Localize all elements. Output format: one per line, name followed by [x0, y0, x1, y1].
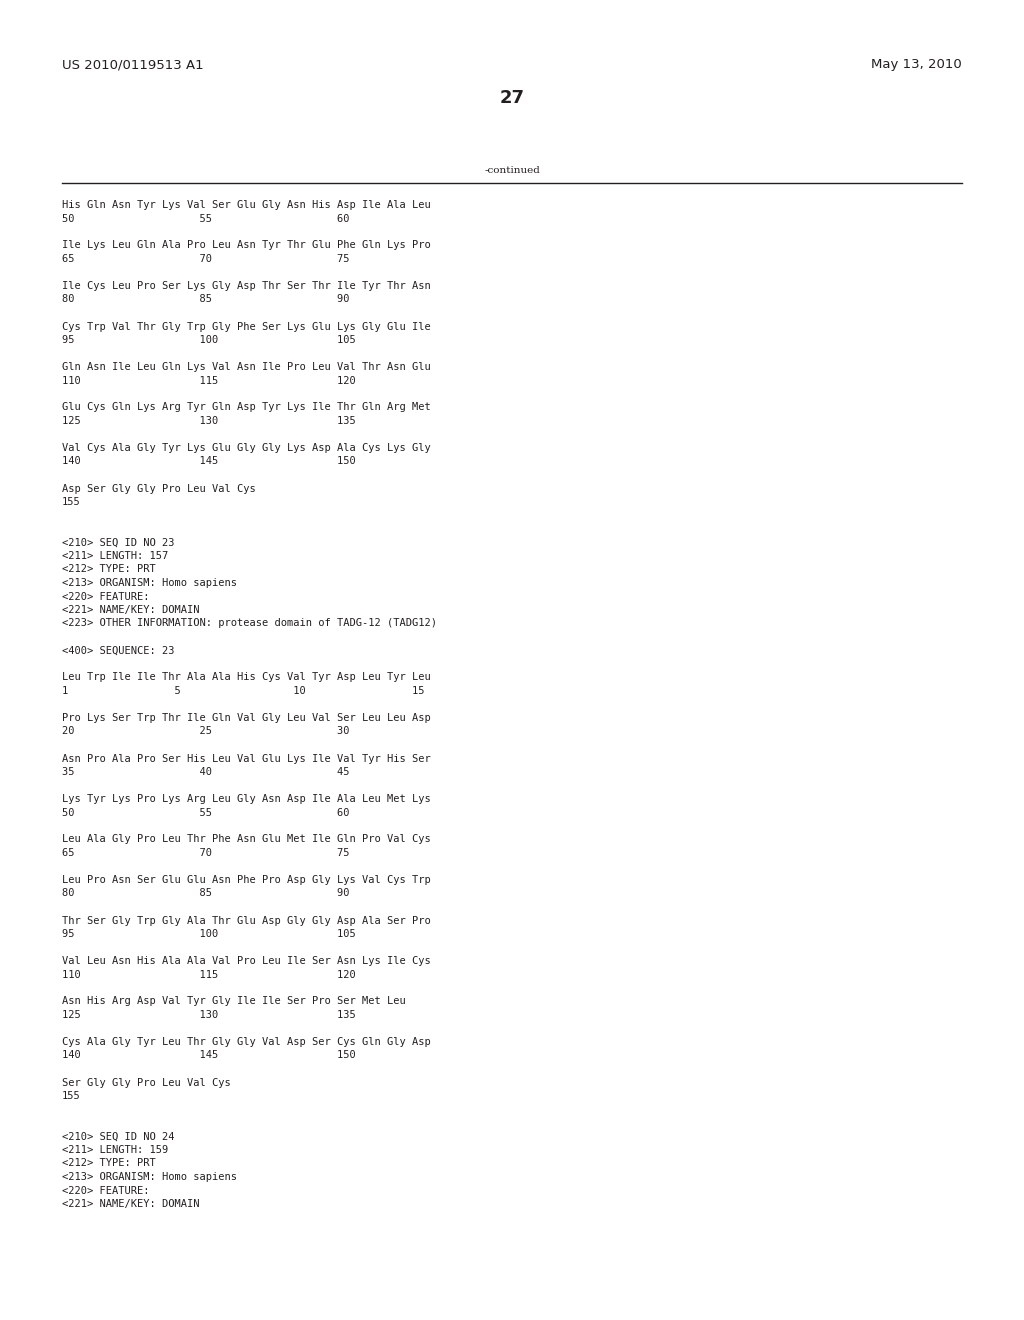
Text: 50                    55                    60: 50 55 60 [62, 214, 349, 223]
Text: <210> SEQ ID NO 24: <210> SEQ ID NO 24 [62, 1131, 174, 1142]
Text: 110                   115                   120: 110 115 120 [62, 969, 355, 979]
Text: <221> NAME/KEY: DOMAIN: <221> NAME/KEY: DOMAIN [62, 605, 200, 615]
Text: <210> SEQ ID NO 23: <210> SEQ ID NO 23 [62, 537, 174, 548]
Text: 140                   145                   150: 140 145 150 [62, 1051, 355, 1060]
Text: Cys Trp Val Thr Gly Trp Gly Phe Ser Lys Glu Lys Gly Glu Ile: Cys Trp Val Thr Gly Trp Gly Phe Ser Lys … [62, 322, 431, 331]
Text: 95                    100                   105: 95 100 105 [62, 929, 355, 939]
Text: 20                    25                    30: 20 25 30 [62, 726, 349, 737]
Text: 27: 27 [500, 88, 524, 107]
Text: Val Cys Ala Gly Tyr Lys Glu Gly Gly Lys Asp Ala Cys Lys Gly: Val Cys Ala Gly Tyr Lys Glu Gly Gly Lys … [62, 444, 431, 453]
Text: -continued: -continued [484, 166, 540, 176]
Text: 95                    100                   105: 95 100 105 [62, 335, 355, 345]
Text: Thr Ser Gly Trp Gly Ala Thr Glu Asp Gly Gly Asp Ala Ser Pro: Thr Ser Gly Trp Gly Ala Thr Glu Asp Gly … [62, 916, 431, 925]
Text: 155: 155 [62, 498, 81, 507]
Text: Glu Cys Gln Lys Arg Tyr Gln Asp Tyr Lys Ile Thr Gln Arg Met: Glu Cys Gln Lys Arg Tyr Gln Asp Tyr Lys … [62, 403, 431, 412]
Text: <211> LENGTH: 159: <211> LENGTH: 159 [62, 1144, 168, 1155]
Text: 155: 155 [62, 1092, 81, 1101]
Text: Val Leu Asn His Ala Ala Val Pro Leu Ile Ser Asn Lys Ile Cys: Val Leu Asn His Ala Ala Val Pro Leu Ile … [62, 956, 431, 966]
Text: 1                 5                  10                 15: 1 5 10 15 [62, 686, 425, 696]
Text: <213> ORGANISM: Homo sapiens: <213> ORGANISM: Homo sapiens [62, 1172, 237, 1181]
Text: <212> TYPE: PRT: <212> TYPE: PRT [62, 1159, 156, 1168]
Text: 80                    85                    90: 80 85 90 [62, 294, 349, 305]
Text: Leu Ala Gly Pro Leu Thr Phe Asn Glu Met Ile Gln Pro Val Cys: Leu Ala Gly Pro Leu Thr Phe Asn Glu Met … [62, 834, 431, 845]
Text: <400> SEQUENCE: 23: <400> SEQUENCE: 23 [62, 645, 174, 656]
Text: Leu Trp Ile Ile Thr Ala Ala His Cys Val Tyr Asp Leu Tyr Leu: Leu Trp Ile Ile Thr Ala Ala His Cys Val … [62, 672, 431, 682]
Text: <212> TYPE: PRT: <212> TYPE: PRT [62, 565, 156, 574]
Text: 50                    55                    60: 50 55 60 [62, 808, 349, 817]
Text: <211> LENGTH: 157: <211> LENGTH: 157 [62, 550, 168, 561]
Text: <220> FEATURE:: <220> FEATURE: [62, 1185, 150, 1196]
Text: 65                    70                    75: 65 70 75 [62, 253, 349, 264]
Text: 125                   130                   135: 125 130 135 [62, 416, 355, 426]
Text: <213> ORGANISM: Homo sapiens: <213> ORGANISM: Homo sapiens [62, 578, 237, 587]
Text: Ile Cys Leu Pro Ser Lys Gly Asp Thr Ser Thr Ile Tyr Thr Asn: Ile Cys Leu Pro Ser Lys Gly Asp Thr Ser … [62, 281, 431, 290]
Text: 65                    70                    75: 65 70 75 [62, 847, 349, 858]
Text: <220> FEATURE:: <220> FEATURE: [62, 591, 150, 602]
Text: US 2010/0119513 A1: US 2010/0119513 A1 [62, 58, 204, 71]
Text: 80                    85                    90: 80 85 90 [62, 888, 349, 899]
Text: Gln Asn Ile Leu Gln Lys Val Asn Ile Pro Leu Val Thr Asn Glu: Gln Asn Ile Leu Gln Lys Val Asn Ile Pro … [62, 362, 431, 372]
Text: Asp Ser Gly Gly Pro Leu Val Cys: Asp Ser Gly Gly Pro Leu Val Cys [62, 483, 256, 494]
Text: 125                   130                   135: 125 130 135 [62, 1010, 355, 1020]
Text: 140                   145                   150: 140 145 150 [62, 457, 355, 466]
Text: Pro Lys Ser Trp Thr Ile Gln Val Gly Leu Val Ser Leu Leu Asp: Pro Lys Ser Trp Thr Ile Gln Val Gly Leu … [62, 713, 431, 723]
Text: Asn Pro Ala Pro Ser His Leu Val Glu Lys Ile Val Tyr His Ser: Asn Pro Ala Pro Ser His Leu Val Glu Lys … [62, 754, 431, 763]
Text: Asn His Arg Asp Val Tyr Gly Ile Ile Ser Pro Ser Met Leu: Asn His Arg Asp Val Tyr Gly Ile Ile Ser … [62, 997, 406, 1006]
Text: <221> NAME/KEY: DOMAIN: <221> NAME/KEY: DOMAIN [62, 1199, 200, 1209]
Text: May 13, 2010: May 13, 2010 [871, 58, 962, 71]
Text: Leu Pro Asn Ser Glu Glu Asn Phe Pro Asp Gly Lys Val Cys Trp: Leu Pro Asn Ser Glu Glu Asn Phe Pro Asp … [62, 875, 431, 884]
Text: 35                    40                    45: 35 40 45 [62, 767, 349, 777]
Text: His Gln Asn Tyr Lys Val Ser Glu Gly Asn His Asp Ile Ala Leu: His Gln Asn Tyr Lys Val Ser Glu Gly Asn … [62, 201, 431, 210]
Text: 110                   115                   120: 110 115 120 [62, 375, 355, 385]
Text: Ser Gly Gly Pro Leu Val Cys: Ser Gly Gly Pro Leu Val Cys [62, 1077, 230, 1088]
Text: Lys Tyr Lys Pro Lys Arg Leu Gly Asn Asp Ile Ala Leu Met Lys: Lys Tyr Lys Pro Lys Arg Leu Gly Asn Asp … [62, 795, 431, 804]
Text: Ile Lys Leu Gln Ala Pro Leu Asn Tyr Thr Glu Phe Gln Lys Pro: Ile Lys Leu Gln Ala Pro Leu Asn Tyr Thr … [62, 240, 431, 251]
Text: <223> OTHER INFORMATION: protease domain of TADG-12 (TADG12): <223> OTHER INFORMATION: protease domain… [62, 619, 437, 628]
Text: Cys Ala Gly Tyr Leu Thr Gly Gly Val Asp Ser Cys Gln Gly Asp: Cys Ala Gly Tyr Leu Thr Gly Gly Val Asp … [62, 1038, 431, 1047]
